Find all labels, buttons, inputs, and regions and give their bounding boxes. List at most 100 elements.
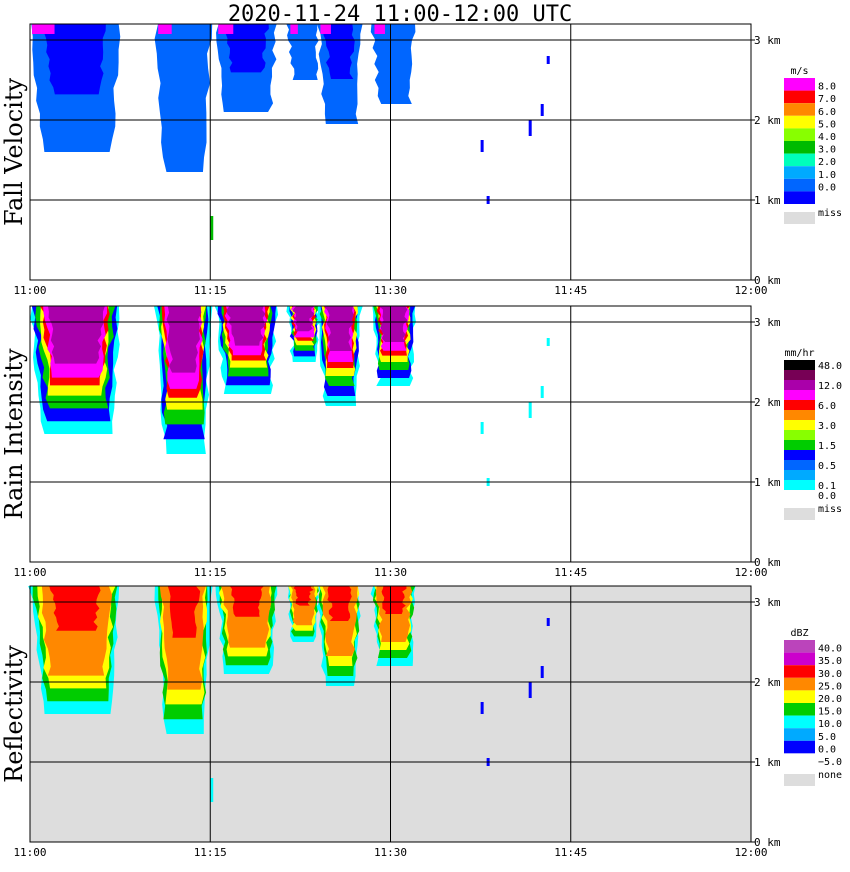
echo-cell-2	[153, 306, 213, 454]
echo-cell-1	[30, 306, 121, 434]
legend-label: 7.0	[818, 94, 836, 105]
legend-label: 3.0	[818, 145, 836, 156]
y-tick-label: 0 km	[754, 274, 781, 287]
legend-label: 1.5	[818, 441, 836, 452]
x-tick-label: 11:45	[554, 846, 587, 859]
echo-layer	[47, 306, 105, 364]
color-legend: m/s 8.07.0 6.05.0 4.0 3.02.0 1.00.0 miss	[784, 66, 842, 224]
x-tick-label: 11:30	[374, 566, 407, 579]
echo-speck	[528, 402, 532, 418]
echo-top-mark	[320, 24, 331, 34]
legend-swatch	[784, 480, 815, 490]
echo-layer	[324, 306, 354, 351]
echo-speck	[546, 56, 550, 64]
panel-label: Reflectivity	[0, 645, 28, 783]
y-tick-label: 3 km	[754, 34, 781, 47]
legend-label: 1.0	[818, 170, 836, 181]
legend-label: 5.0	[818, 119, 836, 130]
echo-layer	[292, 306, 315, 332]
x-tick-label: 12:00	[734, 846, 767, 859]
echo-cell-6	[370, 24, 416, 104]
echo-layer	[327, 586, 352, 621]
echo-top-mark	[374, 24, 385, 34]
legend-label: 40.0	[818, 644, 842, 655]
x-tick-label: 11:30	[374, 284, 407, 297]
echo-layer	[224, 24, 269, 73]
echo-top-mark	[218, 24, 234, 34]
x-tick-label: 11:00	[13, 566, 46, 579]
legend-label: 2.0	[818, 157, 836, 168]
color-legend: dBZ 40.035.0 30.025.0 20.0 15.010.0 5.00.0 −5.…	[784, 628, 842, 786]
x-tick-label: 11:45	[554, 284, 587, 297]
legend-label: 20.0	[818, 694, 842, 705]
echo-top-mark	[32, 24, 55, 34]
echo-layer	[167, 586, 201, 638]
legend-miss-swatch	[784, 508, 815, 520]
panel-fall-velocity: 0 km 1 km 2 km 3 km 11:00 11:15 11:30 11:45 12:0…	[0, 23, 842, 297]
y-tick-label: 2 km	[754, 114, 781, 127]
echo-top-mark	[290, 24, 298, 34]
legend-swatch	[784, 715, 815, 729]
legend-swatch	[784, 360, 815, 370]
x-tick-label: 11:15	[194, 284, 227, 297]
legend-unit: m/s	[790, 66, 808, 77]
echo-cell-5	[316, 24, 363, 124]
legend-unit: dBZ	[790, 628, 808, 639]
legend-swatch	[784, 115, 815, 129]
echo-speck	[480, 702, 484, 714]
x-tick-label: 11:45	[554, 566, 587, 579]
legend-swatch	[784, 78, 815, 91]
legend-swatch	[784, 420, 815, 430]
y-tick-label: 2 km	[754, 396, 781, 409]
echo-cell-3	[216, 24, 277, 112]
plot-frame	[29, 305, 752, 563]
legend-unit: mm/hr	[784, 348, 814, 359]
echo-layer	[229, 586, 264, 617]
legend-swatch	[784, 665, 815, 678]
legend-swatch	[784, 141, 815, 154]
legend-swatch	[784, 440, 815, 450]
echo-speck	[480, 140, 484, 152]
echo-speck	[540, 104, 544, 116]
legend-label: 8.0	[818, 82, 836, 93]
panel-reflectivity: 0 km 1 km 2 km 3 km 11:00 11:15 11:30 11:45 12:0…	[0, 585, 842, 859]
legend-label: 0.1	[818, 481, 836, 492]
echo-cell-2	[154, 24, 213, 172]
echo-speck	[480, 422, 484, 434]
legend-miss-swatch	[784, 212, 815, 224]
legend-miss-swatch	[784, 774, 815, 786]
x-tick-label: 12:00	[734, 566, 767, 579]
echo-cell-3	[215, 586, 278, 674]
echo-cell-5	[317, 586, 361, 686]
legend-swatch	[784, 690, 815, 703]
legend-label: 0.0	[818, 182, 836, 193]
echo-layer	[286, 24, 319, 80]
legend-label: 12.0	[818, 381, 842, 392]
echo-layer	[370, 24, 416, 104]
panel-rain-intensity: 0 km 1 km 2 km 3 km 11:00 11:15 11:30 11:45 12:0…	[0, 305, 842, 579]
color-legend: mm/hr 48.0 12.0 6.0 3.0 1.5 0.5 0.10.0 miss	[784, 348, 842, 520]
legend-swatch	[784, 410, 815, 420]
y-tick-label: 1 km	[754, 194, 781, 207]
legend-label: 15.0	[818, 707, 842, 718]
legend-label: 5.0	[818, 732, 836, 743]
echo-cell-5	[317, 306, 363, 406]
legend-swatch	[784, 128, 815, 141]
legend-swatch	[784, 450, 815, 460]
x-tick-label: 11:00	[13, 284, 46, 297]
x-tick-label: 11:15	[194, 566, 227, 579]
echo-layer	[49, 586, 101, 631]
legend-swatch	[784, 380, 815, 390]
y-tick-label: 0 km	[754, 556, 781, 569]
echo-layer	[378, 306, 408, 342]
echo-speck	[528, 120, 532, 136]
legend-swatch	[784, 677, 815, 691]
legend-swatch	[784, 490, 815, 500]
y-tick-label: 0 km	[754, 836, 781, 849]
plot-frame	[29, 23, 752, 281]
legend-label: 0.5	[818, 461, 836, 472]
legend-label: 10.0	[818, 719, 842, 730]
legend-swatch	[784, 460, 815, 470]
echo-cell-3	[214, 306, 279, 394]
